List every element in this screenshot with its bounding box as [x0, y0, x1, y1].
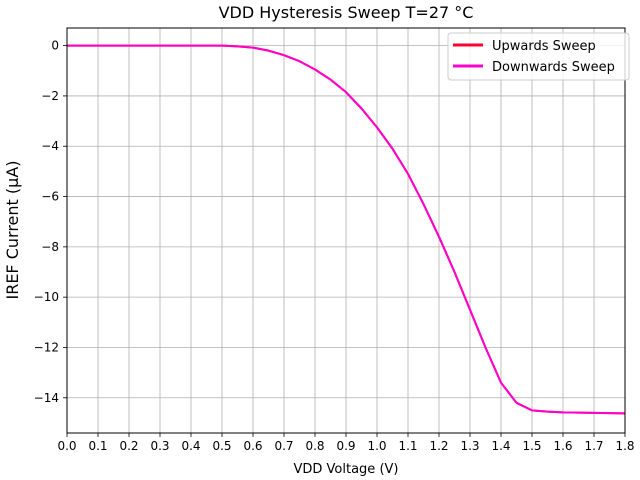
x-tick-label: 1.6 [553, 439, 572, 453]
y-tick-label: −8 [41, 240, 59, 254]
x-tick-label: 0.7 [274, 439, 293, 453]
plot-area [67, 44, 626, 415]
legend-label-downwards: Downwards Sweep [492, 60, 615, 75]
legend: Upwards Sweep Downwards Sweep [447, 32, 630, 81]
y-tick-label: −6 [41, 190, 59, 204]
grid [66, 28, 626, 433]
y-axis: 0 −2 −4 −6 −8 −10 −12 −14 [34, 39, 67, 405]
x-tick-label: 1.0 [367, 439, 386, 453]
x-tick-label: 0.1 [88, 439, 107, 453]
x-tick-label: 0.9 [336, 439, 355, 453]
x-tick-label: 1.5 [522, 439, 541, 453]
x-tick-label: 0.3 [150, 439, 169, 453]
x-axis: 0.0 0.1 0.2 0.3 0.4 0.5 0.6 0.7 0.8 0.9 1.0 1.1 1.2 1… [57, 433, 635, 453]
x-tick-label: 1.4 [491, 439, 510, 453]
y-axis-label: IREF Current (µA) [3, 160, 22, 299]
x-tick-label: 0.0 [57, 439, 76, 453]
y-tick-label: −4 [41, 139, 59, 153]
x-tick-label: 1.7 [584, 439, 603, 453]
x-tick-label: 0.8 [305, 439, 324, 453]
x-tick-label: 0.5 [212, 439, 231, 453]
legend-label-upwards: Upwards Sweep [492, 39, 596, 54]
y-tick-label: −12 [34, 340, 59, 354]
y-tick-label: 0 [51, 39, 59, 53]
x-tick-label: 1.3 [460, 439, 479, 453]
x-tick-label: 1.8 [615, 439, 634, 453]
chart-title: VDD Hysteresis Sweep T=27 °C [219, 3, 474, 22]
legend-frame [447, 32, 630, 81]
x-tick-label: 1.2 [429, 439, 448, 453]
y-tick-label: −14 [34, 391, 59, 405]
y-tick-label: −10 [34, 290, 59, 304]
x-tick-label: 1.1 [398, 439, 417, 453]
x-tick-label: 0.4 [181, 439, 200, 453]
x-axis-label: VDD Voltage (V) [294, 462, 399, 477]
x-tick-label: 0.6 [243, 439, 262, 453]
x-tick-label: 0.2 [119, 439, 138, 453]
y-tick-label: −2 [41, 89, 59, 103]
series-line-downwards-sweep [67, 44, 626, 415]
